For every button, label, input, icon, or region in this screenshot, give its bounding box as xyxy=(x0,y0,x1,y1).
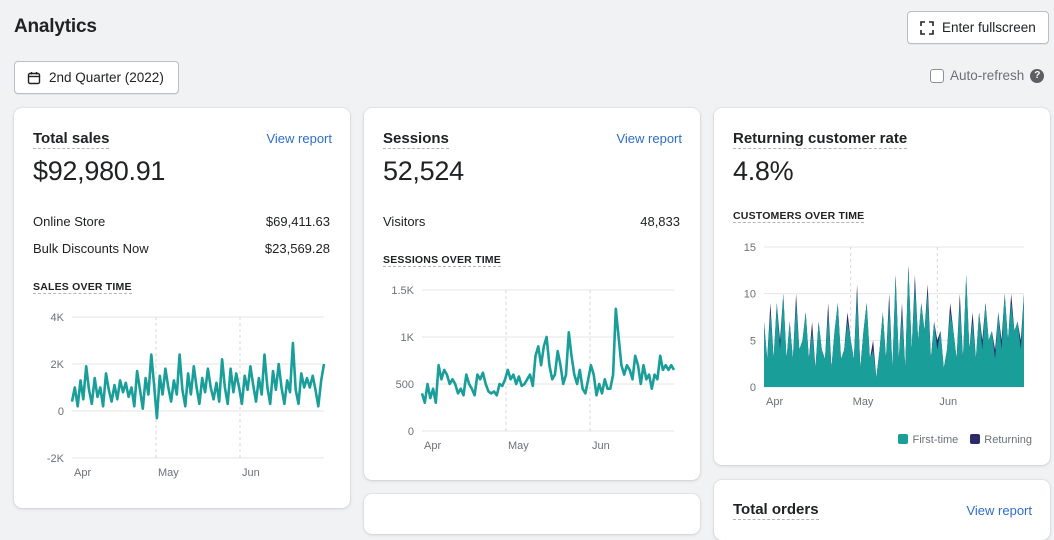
returning-customer-value: 4.8% xyxy=(733,156,794,186)
legend-label: First-time xyxy=(912,434,959,446)
customers-legend: First-time Returning xyxy=(898,434,1032,446)
sessions-row-visitors: Visitors 48,833 xyxy=(383,214,680,229)
returning-customer-card: Returning customer rate 4.8% CUSTOMERS O… xyxy=(714,108,1050,465)
sessions-view-report-link[interactable]: View report xyxy=(616,131,682,146)
total-sales-title: Total sales xyxy=(33,130,110,149)
x-tick-label: May xyxy=(853,396,874,408)
help-icon[interactable]: ? xyxy=(1030,68,1045,83)
auto-refresh-label: Auto-refresh xyxy=(950,68,1025,83)
row-value: $23,569.28 xyxy=(264,241,330,256)
total-sales-card: Total sales View report $92,980.91 Onlin… xyxy=(14,108,350,508)
legend-swatch xyxy=(970,434,981,444)
total-sales-value: $92,980.91 xyxy=(33,156,166,186)
legend-label: Returning xyxy=(984,434,1032,446)
total-orders-view-report-link[interactable]: View report xyxy=(966,503,1032,518)
legend-item-first-time: First-time xyxy=(898,434,958,446)
y-tick-label: 0 xyxy=(750,382,756,394)
enter-fullscreen-button[interactable]: Enter fullscreen xyxy=(907,11,1049,44)
calendar-icon xyxy=(27,71,41,84)
first-time-area xyxy=(764,265,1024,387)
total-orders-card: Total orders View report xyxy=(714,480,1050,540)
page-title: Analytics xyxy=(14,16,97,37)
x-tick-label: Apr xyxy=(74,467,91,479)
row-label: Bulk Discounts Now xyxy=(33,241,149,256)
sales-over-time-chart: 4K 2K 0 -2K Apr May Jun xyxy=(47,312,326,479)
y-tick-label: 1K xyxy=(401,332,415,344)
sessions-card: Sessions View report 52,524 Visitors 48,… xyxy=(364,108,700,480)
date-range-button[interactable]: 2nd Quarter (2022) xyxy=(14,61,179,94)
partial-card xyxy=(364,494,700,534)
x-tick-label: Jun xyxy=(242,467,260,479)
y-tick-label: 4K xyxy=(51,312,65,324)
y-tick-label: 500 xyxy=(396,379,414,391)
y-tick-label: 10 xyxy=(744,289,756,301)
x-tick-label: Jun xyxy=(939,396,957,408)
fullscreen-icon xyxy=(920,20,934,35)
customers-chart-title: CUSTOMERS OVER TIME xyxy=(733,210,865,223)
returning-customer-title: Returning customer rate xyxy=(733,130,908,149)
auto-refresh-control: Auto-refresh ? xyxy=(930,68,1045,83)
auto-refresh-checkbox[interactable] xyxy=(930,68,944,83)
row-label: Visitors xyxy=(383,214,426,229)
y-tick-label: 5 xyxy=(750,335,756,347)
row-label: Online Store xyxy=(33,214,106,229)
y-tick-label: 15 xyxy=(744,242,756,254)
total-orders-title: Total orders xyxy=(733,501,819,520)
y-tick-label: 2K xyxy=(51,359,65,371)
series-line xyxy=(70,341,326,420)
sessions-title: Sessions xyxy=(383,130,449,149)
legend-item-returning: Returning xyxy=(970,434,1032,446)
x-tick-label: Apr xyxy=(424,440,441,452)
y-tick-label: 1.5K xyxy=(391,285,414,297)
y-tick-label: -2K xyxy=(47,453,65,465)
series-line xyxy=(420,307,676,405)
sessions-chart-title: SESSIONS OVER TIME xyxy=(383,254,501,267)
sales-chart-title: SALES OVER TIME xyxy=(33,281,132,294)
y-tick-label: 0 xyxy=(408,426,414,438)
total-sales-view-report-link[interactable]: View report xyxy=(266,131,332,146)
sessions-over-time-chart: 1.5K 1K 500 0 Apr May Jun xyxy=(391,285,676,452)
sessions-value: 52,524 xyxy=(383,156,464,186)
sales-row-online-store: Online Store $69,411.63 xyxy=(33,214,330,229)
legend-swatch xyxy=(898,434,909,444)
row-value: $69,411.63 xyxy=(265,214,330,229)
x-tick-label: May xyxy=(508,440,529,452)
x-tick-label: May xyxy=(158,467,179,479)
x-tick-label: Apr xyxy=(766,396,783,408)
sales-row-bulk-discounts: Bulk Discounts Now $23,569.28 xyxy=(33,241,330,256)
row-value: 48,833 xyxy=(640,214,680,229)
date-range-label: 2nd Quarter (2022) xyxy=(49,70,164,85)
enter-fullscreen-label: Enter fullscreen xyxy=(942,20,1036,35)
x-tick-label: Jun xyxy=(592,440,610,452)
customers-over-time-chart: 15 10 5 0 Apr May Jun xyxy=(744,242,1024,408)
y-tick-label: 0 xyxy=(58,406,64,418)
